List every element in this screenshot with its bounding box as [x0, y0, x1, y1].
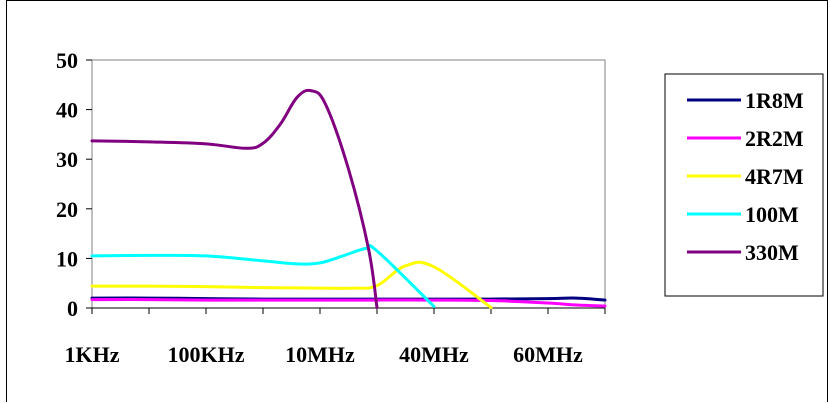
x-tick-label: 100KHz	[168, 342, 245, 367]
plot-area: 0 10 20 30 40 50 1KHz 100KHz 10MHz 40MHz 60MHz	[56, 48, 605, 367]
x-tick-label: 40MHz	[399, 342, 469, 367]
y-tick-label: 50	[56, 48, 78, 73]
x-tick-label: 60MHz	[513, 342, 583, 367]
legend-label-1r8m: 1R8M	[745, 88, 804, 113]
y-tick-label: 40	[56, 98, 78, 123]
legend: 1R8M 2R2M 4R7M 100M 330M	[665, 74, 823, 296]
legend-label-4r7m: 4R7M	[745, 164, 804, 189]
x-tick-label: 1KHz	[65, 342, 120, 367]
x-tick-label: 10MHz	[285, 342, 355, 367]
legend-label-100m: 100M	[745, 202, 799, 227]
legend-label-2r2m: 2R2M	[745, 126, 804, 151]
y-tick-label: 20	[56, 197, 78, 222]
plot-area-border	[92, 60, 605, 308]
y-tick-label: 0	[67, 296, 78, 321]
y-tick-label: 30	[56, 147, 78, 172]
y-tick-label: 10	[56, 246, 78, 271]
legend-label-330m: 330M	[745, 240, 799, 265]
